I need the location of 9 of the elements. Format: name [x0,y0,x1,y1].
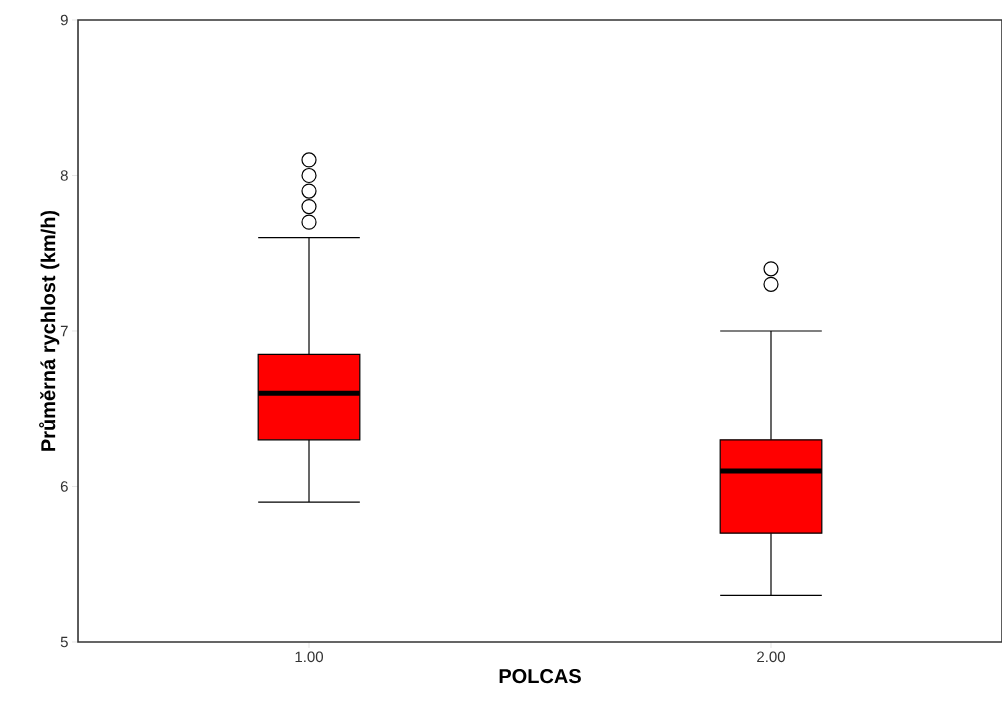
x-tick-label: 2.00 [757,651,785,663]
y-tick-label: 6 [60,481,68,492]
x-axis-title: POLCAS [499,669,581,684]
x-tick-label: 1.00 [295,651,324,663]
y-tick-label: 9 [60,14,68,26]
y-tick-label: 7 [60,325,68,337]
y-axis-title: Průměrná rychlost (km/h) [39,210,60,451]
y-tick-label: 8 [60,170,68,181]
y-tick-label: 5 [60,636,68,648]
